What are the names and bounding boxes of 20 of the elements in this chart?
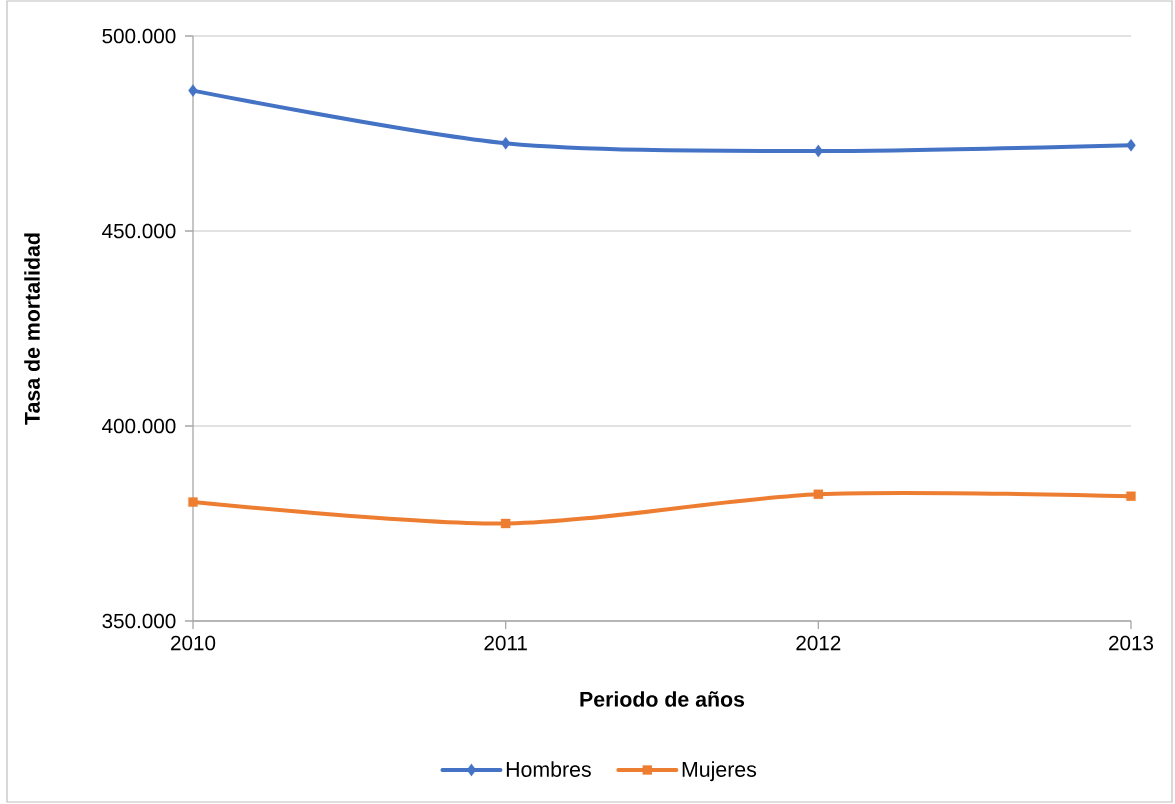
x-tick-label: 2012 — [796, 635, 841, 651]
x-axis-title: Periodo de años — [580, 691, 745, 707]
y-tick-label: 400.000 — [102, 418, 176, 434]
legend-label: Hombres — [506, 761, 591, 777]
legend-label: Mujeres — [682, 761, 757, 782]
point — [1126, 138, 1136, 152]
x-tick-label: 2010 — [171, 635, 216, 651]
point — [188, 497, 198, 507]
y-tick-label: 350.000 — [102, 613, 176, 629]
y-tick-label: 500.000 — [102, 28, 176, 44]
point — [813, 144, 824, 158]
point — [188, 84, 198, 97]
point — [813, 489, 824, 499]
point — [500, 136, 511, 150]
y-tick-label: 450.000 — [102, 223, 176, 239]
x-tick-label: 2013 — [1109, 635, 1154, 651]
point — [1126, 491, 1136, 501]
x-tick-label: 2011 — [484, 635, 527, 651]
point — [500, 518, 511, 529]
y-axis-title: Tasa de mortalidad — [24, 233, 40, 425]
